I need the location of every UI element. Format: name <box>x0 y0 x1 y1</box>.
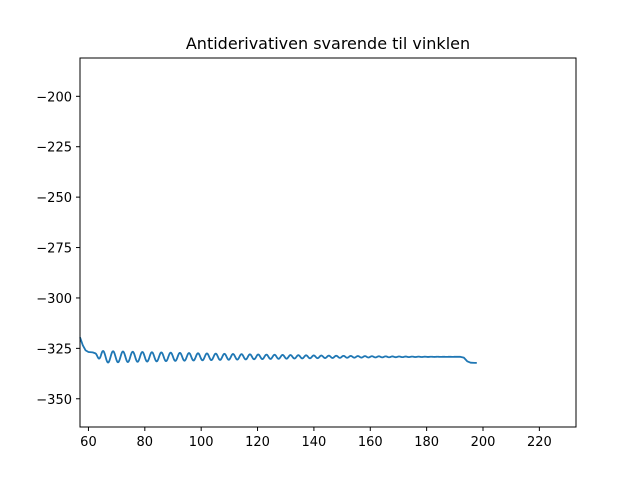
x-tick-label: 180 <box>414 435 439 450</box>
y-tick-label: −325 <box>36 342 72 357</box>
x-tick-label: 80 <box>137 435 154 450</box>
y-tick-label: −250 <box>36 191 72 206</box>
plot-area <box>79 336 477 364</box>
x-tick-label: 200 <box>471 435 496 450</box>
y-tick-label: −200 <box>36 90 72 105</box>
x-axis: 60 80 100 120 140 160 180 200 220 <box>80 427 552 450</box>
y-tick-label: −275 <box>36 242 72 257</box>
y-tick-label: −350 <box>36 393 72 408</box>
series-line <box>79 336 477 364</box>
axes-frame <box>79 57 577 428</box>
x-tick-label: 160 <box>358 435 383 450</box>
x-tick-label: 60 <box>80 435 97 450</box>
x-tick-label: 120 <box>245 435 270 450</box>
x-tick-label: 100 <box>189 435 214 450</box>
chart-title: Antiderivativen svarende til vinklen <box>186 34 470 53</box>
y-axis: −200 −225 −250 −275 −300 −325 −350 <box>36 90 80 408</box>
x-tick-label: 220 <box>527 435 552 450</box>
y-tick-label: −225 <box>36 141 72 156</box>
y-tick-label: −300 <box>36 292 72 307</box>
x-tick-label: 140 <box>301 435 326 450</box>
